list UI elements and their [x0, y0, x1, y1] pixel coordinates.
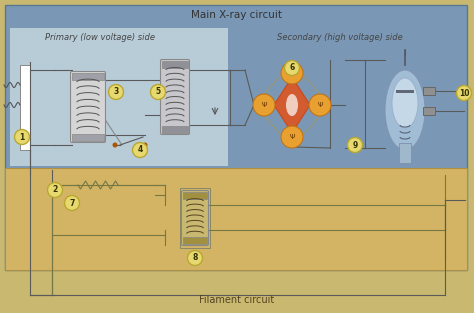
Circle shape: [112, 142, 118, 147]
Bar: [162, 126, 188, 133]
Bar: [10, 28, 228, 166]
Circle shape: [143, 142, 147, 147]
Text: Filament circuit: Filament circuit: [200, 295, 274, 305]
Bar: [423, 87, 435, 95]
Circle shape: [133, 142, 147, 157]
Bar: [399, 143, 411, 163]
Bar: [423, 107, 435, 115]
Circle shape: [151, 85, 165, 100]
Text: Ψ: Ψ: [289, 134, 295, 140]
FancyBboxPatch shape: [71, 71, 106, 142]
Circle shape: [284, 60, 300, 75]
Text: 4: 4: [137, 146, 143, 155]
Circle shape: [281, 126, 303, 148]
Text: Main X-ray circuit: Main X-ray circuit: [191, 10, 283, 20]
Circle shape: [47, 182, 63, 198]
Circle shape: [309, 94, 331, 116]
Text: 3: 3: [113, 88, 118, 96]
Bar: [180, 188, 210, 248]
Bar: [5, 5, 467, 270]
Circle shape: [456, 85, 472, 100]
Ellipse shape: [385, 70, 425, 150]
Bar: [183, 237, 207, 244]
Polygon shape: [274, 77, 310, 133]
Ellipse shape: [392, 78, 418, 128]
Text: 10: 10: [459, 89, 469, 98]
Text: Secondary (high voltage) side: Secondary (high voltage) side: [277, 33, 403, 42]
Circle shape: [253, 94, 275, 116]
Text: Ψ: Ψ: [317, 102, 323, 108]
Text: Ψ: Ψ: [289, 70, 295, 76]
Text: Primary (low voltage) side: Primary (low voltage) side: [45, 33, 155, 42]
FancyBboxPatch shape: [182, 191, 209, 245]
Text: 2: 2: [52, 186, 58, 194]
Bar: [162, 61, 188, 68]
Text: Ψ: Ψ: [261, 102, 267, 108]
Bar: [72, 73, 104, 80]
Text: 1: 1: [19, 132, 25, 141]
Text: 6: 6: [289, 64, 295, 73]
Text: 5: 5: [155, 88, 161, 96]
Circle shape: [347, 137, 363, 152]
Circle shape: [109, 85, 124, 100]
FancyBboxPatch shape: [161, 59, 190, 135]
Circle shape: [281, 62, 303, 84]
Text: 9: 9: [352, 141, 357, 150]
Circle shape: [15, 130, 29, 145]
Bar: [396, 90, 414, 93]
Bar: [20, 65, 30, 150]
Bar: [183, 192, 207, 199]
Ellipse shape: [286, 94, 298, 116]
Text: 8: 8: [192, 254, 198, 263]
Bar: [72, 134, 104, 141]
Circle shape: [188, 250, 202, 265]
Text: 7: 7: [69, 198, 75, 208]
Circle shape: [64, 196, 80, 211]
Bar: [5, 168, 467, 270]
